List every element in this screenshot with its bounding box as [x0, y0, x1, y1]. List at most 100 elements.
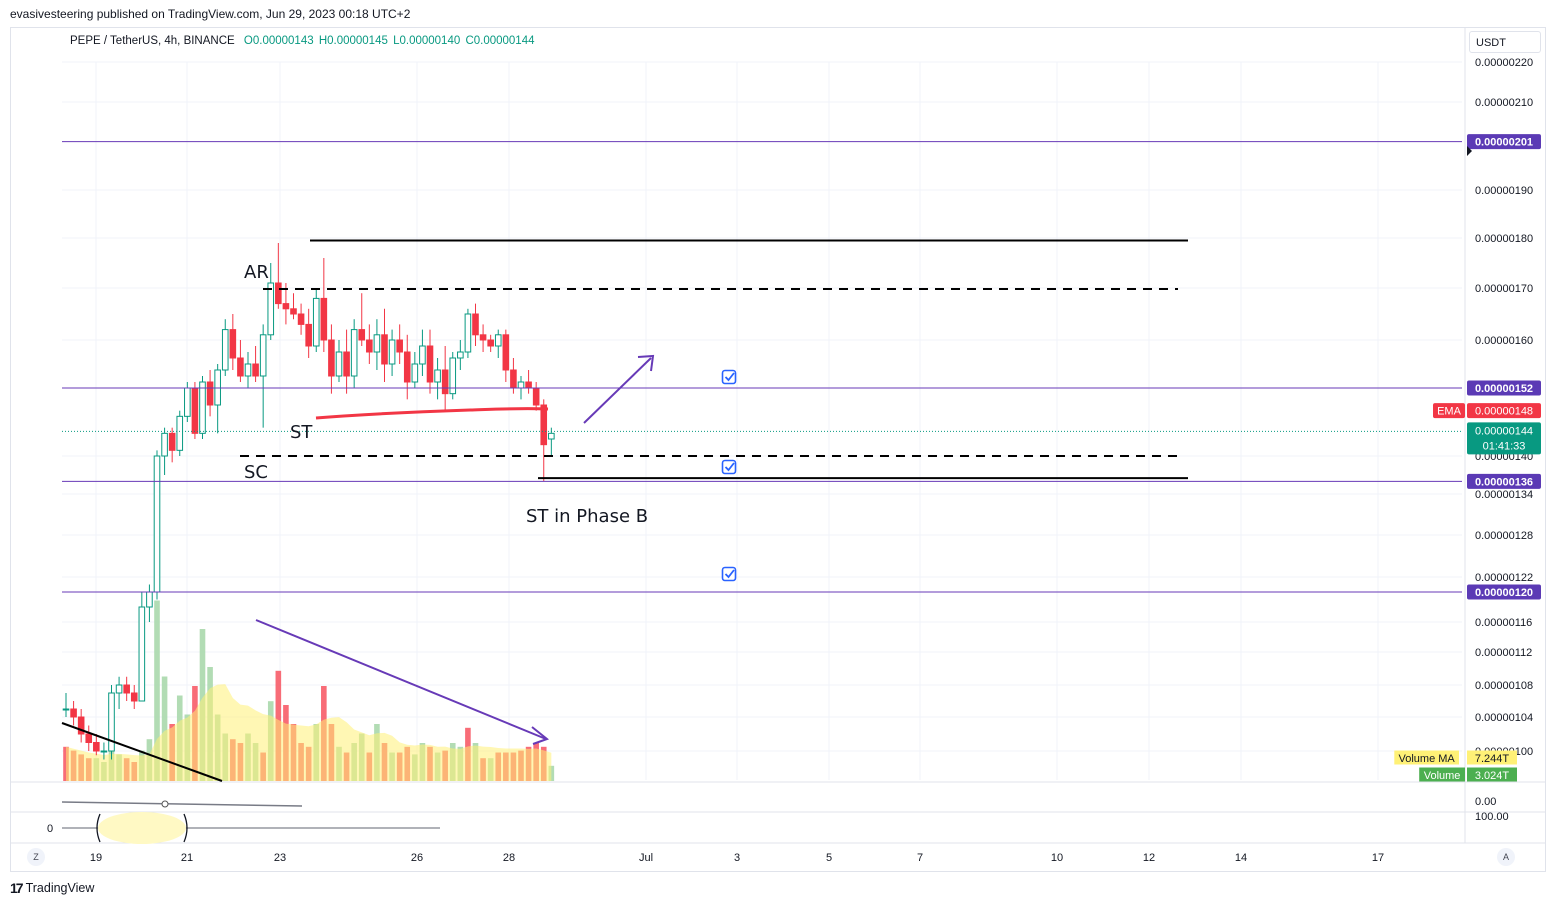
annotation-st-phase-b: ST in Phase B — [526, 506, 648, 527]
candle-body — [199, 381, 206, 434]
legend-close: C0.00000144 — [465, 35, 535, 47]
candle-body — [153, 455, 161, 593]
candle-body — [373, 334, 381, 353]
volume-name-tag — [1394, 750, 1459, 765]
date-tick-label: 28 — [503, 852, 515, 864]
up-arrow-line — [583, 357, 652, 424]
volume-ma-area — [66, 684, 552, 781]
candle-body — [494, 334, 502, 347]
date-tick-label: 26 — [411, 852, 423, 864]
ema-price-tag — [1467, 403, 1541, 419]
candle-body — [441, 369, 449, 395]
horizontal-line-price-tag — [1467, 473, 1541, 489]
date-tick-label: 19 — [90, 852, 102, 864]
horizontal-line-price-label: 0.00000136 — [1475, 476, 1533, 488]
legend-open: O0.00000143 — [243, 35, 314, 47]
horizontal-line-price-tag — [1467, 380, 1541, 396]
horizontal-line-price-label: 0.00000201 — [1475, 137, 1533, 149]
candle-body — [168, 432, 176, 451]
checkbox-icon — [721, 369, 737, 385]
volume-down-arrow-line — [255, 619, 547, 740]
candle-body — [146, 591, 153, 608]
ema-name-tag — [1433, 403, 1465, 419]
volume-name-label: Volume MA — [1399, 753, 1456, 765]
candle-body — [403, 351, 411, 383]
price-tick-label: 0.00000210 — [1475, 97, 1533, 109]
price-tick-label: 0.00000116 — [1475, 617, 1532, 629]
candle-body — [540, 404, 548, 446]
auto-scale-button[interactable]: A — [1497, 848, 1515, 866]
candle-body — [320, 297, 328, 341]
candle-body — [259, 334, 267, 377]
annotation-ar: AR — [244, 262, 269, 283]
candle-body — [62, 708, 70, 711]
candle-body — [487, 339, 494, 347]
alert-marker-icon — [1467, 146, 1472, 156]
date-tick-label: 5 — [826, 852, 832, 864]
oscillator-bracket — [96, 813, 101, 843]
trend-line — [61, 722, 223, 782]
candle-body — [85, 733, 93, 743]
price-tick-label: 0.00000112 — [1475, 647, 1532, 659]
horizontal-line-price-tag — [1467, 134, 1541, 150]
oscillator-highlight — [98, 812, 186, 844]
price-tick-label: 0.00000220 — [1475, 57, 1533, 69]
footer-brand[interactable]: TradingView — [25, 881, 95, 895]
oscillator-bracket — [183, 813, 188, 843]
countdown-label: 01:41:33 — [1483, 440, 1526, 452]
horizontal-line-price-label: 0.00000120 — [1475, 587, 1533, 599]
candle-body — [275, 282, 282, 305]
candle-body — [252, 363, 259, 377]
candle-body — [335, 351, 343, 377]
annotation-st: ST — [290, 422, 313, 443]
oscillator-line — [61, 801, 303, 807]
candle-body — [115, 684, 123, 694]
candle-body — [130, 692, 138, 702]
date-tick-label: 10 — [1051, 852, 1063, 864]
last-price-label: 0.00000144 — [1475, 425, 1533, 437]
candle-body — [305, 323, 312, 347]
volume-bar — [161, 676, 168, 781]
candle-body — [532, 387, 540, 406]
annotation-sc: SC — [244, 462, 268, 483]
price-tick-label: 0.00000134 — [1475, 489, 1533, 501]
candle-body — [184, 387, 191, 417]
zoom-reset-button[interactable]: Z — [27, 848, 45, 866]
candle-body — [426, 345, 434, 383]
price-tick-label: 0.00000104 — [1475, 712, 1533, 724]
candle-body — [434, 369, 441, 383]
price-tick-label: 0.00000128 — [1475, 530, 1533, 542]
oscillator-tick-label: 0 — [47, 823, 53, 835]
volume-name-tag — [1419, 767, 1465, 782]
candle-body — [350, 329, 358, 377]
publisher-line: evasivesteering published on TradingView… — [10, 7, 411, 21]
price-tick-label: 0.00000190 — [1475, 185, 1533, 197]
candle-body — [510, 369, 517, 389]
candle-body — [123, 684, 130, 694]
candle-body — [297, 313, 305, 325]
tradingview-logo-icon: 17 — [10, 880, 24, 896]
candle-body — [191, 387, 199, 434]
candle-body — [381, 334, 388, 365]
candle-body — [343, 351, 350, 377]
volume-name-label: Volume — [1424, 770, 1461, 782]
candle-body — [449, 357, 457, 395]
legend-symbol[interactable]: PEPE / TetherUS, 4h, BINANCE — [70, 35, 235, 47]
candle-body — [221, 329, 229, 371]
candle-body — [161, 432, 168, 457]
checkmark-icon — [724, 569, 735, 579]
chart-frame — [10, 27, 1546, 872]
horizontal-line-price-label: 0.00000152 — [1475, 383, 1533, 395]
candle-body — [138, 606, 146, 702]
candle-body — [100, 750, 108, 753]
candle-body — [464, 313, 472, 353]
price-tick-label: 0.00000180 — [1475, 233, 1533, 245]
currency-select[interactable]: USDT — [1469, 31, 1541, 53]
candle-body — [237, 357, 244, 377]
candle-body — [206, 381, 214, 406]
candle-body — [229, 329, 237, 359]
candle-body — [366, 339, 373, 353]
candle-body — [312, 297, 320, 347]
date-tick-label: 14 — [1235, 852, 1247, 864]
